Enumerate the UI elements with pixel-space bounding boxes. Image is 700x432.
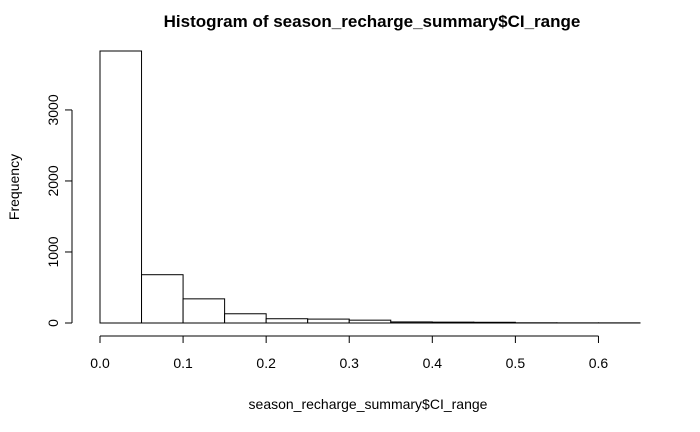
x-tick-label: 0.2	[256, 355, 276, 371]
x-axis-label: season_recharge_summary$CI_range	[249, 396, 488, 412]
histogram-bar	[473, 321, 516, 324]
y-tick-label: 3000	[45, 94, 61, 125]
x-tick-label: 0.6	[589, 355, 609, 371]
histogram-bar	[182, 298, 226, 324]
histogram-bar	[348, 319, 392, 324]
chart-title: Histogram of season_recharge_summary$CI_…	[164, 12, 581, 31]
histogram-bar	[265, 318, 309, 324]
histogram-bar	[431, 321, 475, 324]
x-tick-label: 0.1	[173, 355, 193, 371]
x-tick-label: 0.0	[90, 355, 110, 371]
y-axis: 0 1000 2000 3000	[45, 94, 73, 327]
histogram-bar	[141, 274, 184, 324]
bars-group	[99, 50, 641, 324]
x-tick-label: 0.4	[423, 355, 443, 371]
x-tick-label: 0.5	[506, 355, 526, 371]
histogram-bar	[99, 50, 143, 324]
histogram-bar	[390, 321, 433, 324]
histogram-bar	[307, 318, 350, 324]
y-tick-label: 2000	[45, 165, 61, 196]
y-axis-label: Frequency	[6, 154, 22, 220]
x-axis: 0.0 0.1 0.2 0.3 0.4 0.5 0.6	[90, 335, 609, 371]
y-tick-label: 0	[45, 319, 61, 327]
histogram-bar	[224, 313, 267, 324]
y-tick-label: 1000	[45, 236, 61, 267]
x-tick-label: 0.3	[339, 355, 359, 371]
